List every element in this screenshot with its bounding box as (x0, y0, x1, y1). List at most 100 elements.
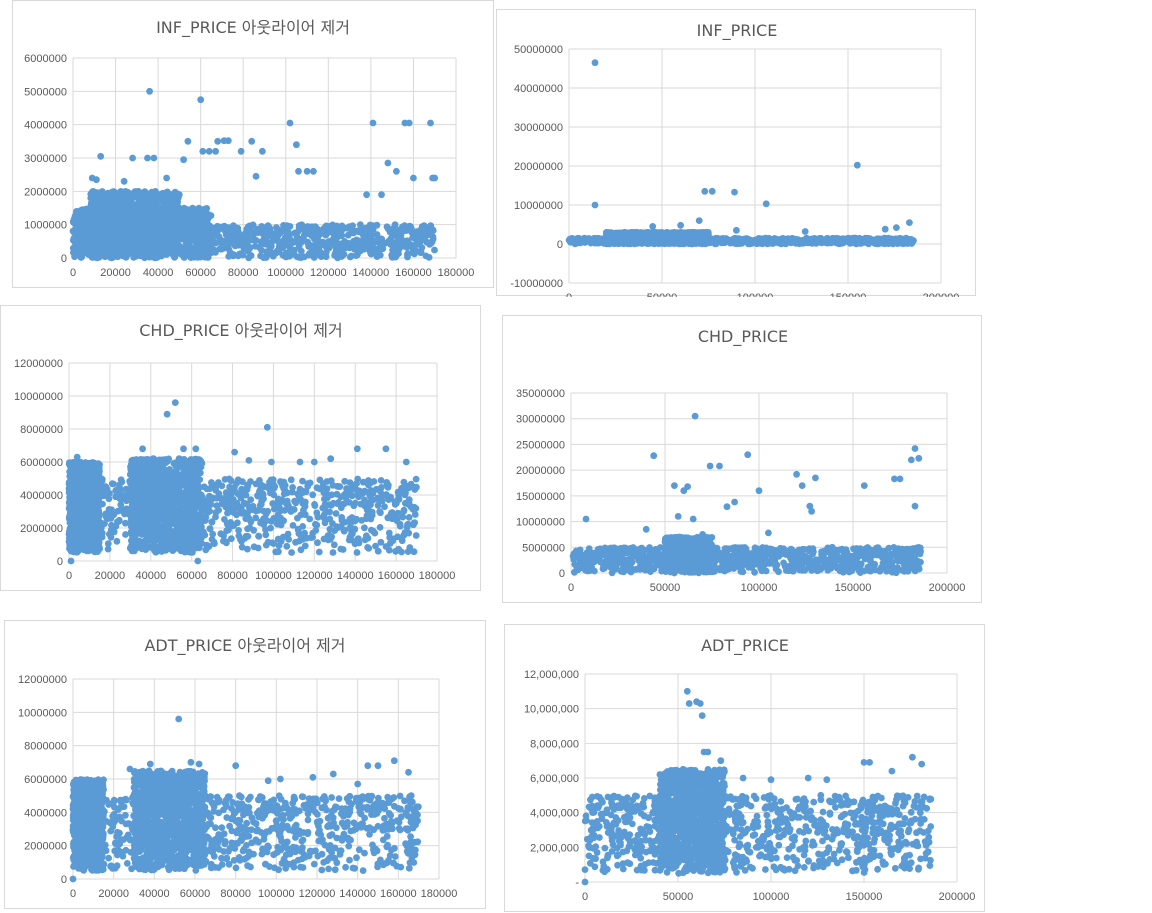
scatter-point (104, 251, 111, 258)
scatter-point (284, 222, 291, 229)
scatter-point (232, 243, 239, 250)
scatter-point (183, 248, 190, 255)
x-tick-label: 50000 (647, 292, 678, 297)
scatter-point (153, 213, 160, 220)
scatter-point (142, 236, 149, 243)
scatter-point (166, 197, 173, 204)
scatter-point (207, 250, 214, 257)
scatter-point (288, 240, 295, 247)
scatter-point (341, 500, 348, 507)
scatter-point (282, 238, 289, 245)
x-tick-label: 120000 (310, 267, 347, 279)
scatter-point (305, 240, 312, 247)
scatter-point-outlier (212, 148, 219, 155)
scatter-point (87, 247, 94, 254)
scatter-point-outlier (97, 153, 104, 160)
scatter-point-outlier (144, 155, 151, 162)
scatter-point (393, 252, 400, 259)
scatter-point (838, 237, 845, 244)
scatter-point (332, 223, 339, 230)
scatter-point (174, 200, 181, 207)
scatter-point (331, 542, 338, 549)
scatter-point (141, 215, 148, 222)
x-tick-label: 180000 (438, 267, 475, 279)
scatter-point-outlier (304, 168, 311, 175)
scatter-point (325, 243, 332, 250)
scatter-point (236, 251, 243, 258)
scatter-point (73, 236, 80, 243)
scatter-point (304, 223, 311, 230)
x-tick-label: 0 (66, 570, 72, 582)
y-tick-label: 20000000 (514, 161, 563, 173)
scatter-point (367, 249, 374, 256)
x-tick-label: 60000 (185, 267, 216, 279)
scatter-point (231, 224, 238, 231)
scatter-point (313, 509, 320, 516)
y-tick-label: 10000000 (14, 391, 63, 403)
scatter-point-outlier (731, 189, 738, 196)
scatter-point (334, 234, 341, 241)
scatter-point (384, 223, 391, 230)
scatter-point (274, 248, 281, 255)
scatter-point (156, 242, 163, 249)
scatter-point (291, 247, 298, 254)
scatter-point (174, 190, 181, 197)
scatter-point-outlier (93, 176, 100, 183)
scatter-point (96, 228, 103, 235)
scatter-point (314, 227, 321, 234)
scatter-point-outlier (199, 148, 206, 155)
scatter-point-outlier (592, 202, 599, 209)
scatter-point (417, 249, 424, 256)
scatter-point (381, 503, 388, 510)
scatter-point (155, 195, 162, 202)
scatter-point-outlier (701, 188, 708, 195)
scatter-point (369, 222, 376, 229)
scatter-point (78, 217, 85, 224)
y-tick-label: -10000000 (510, 278, 563, 290)
scatter-point-outlier (163, 175, 170, 182)
scatter-point (124, 190, 131, 197)
scatter-point (788, 239, 795, 246)
scatter-point (359, 239, 366, 246)
scatter-point (163, 230, 170, 237)
scatter-point (163, 191, 170, 198)
scatter-point (305, 230, 312, 237)
scatter-point (101, 204, 108, 211)
x-tick-label: 140000 (337, 570, 374, 582)
scatter-point (267, 525, 274, 532)
scatter-point (333, 510, 340, 517)
scatter-point-outlier (893, 224, 900, 231)
scatter-point (115, 246, 122, 253)
scatter-points (66, 399, 420, 564)
scatter-point (728, 237, 735, 244)
scatter-point (335, 253, 342, 260)
scatter-point (903, 238, 910, 245)
scatter-point (273, 224, 280, 231)
scatter-point (123, 254, 130, 261)
scatter-point (90, 217, 97, 224)
scatter-point (261, 240, 268, 247)
scatter-point (382, 240, 389, 247)
scatter-point (666, 237, 673, 244)
scatter-point (764, 237, 771, 244)
scatter-point (118, 220, 125, 227)
scatter-point (295, 228, 302, 235)
scatter-point-outlier (146, 88, 153, 95)
scatter-point-outlier (259, 148, 266, 155)
y-tick-label: 12000000 (14, 358, 63, 370)
scatter-point-outlier (151, 155, 158, 162)
scatter-point (413, 236, 420, 243)
scatter-point (138, 207, 145, 214)
scatter-point-outlier (310, 168, 317, 175)
scatter-point (139, 230, 146, 237)
scatter-point (157, 206, 164, 213)
x-tick-label: 20000 (95, 570, 126, 582)
scatter-point (91, 233, 98, 240)
scatter-point (637, 231, 644, 238)
scatter-point (207, 241, 214, 248)
y-tick-label: 50000000 (514, 44, 563, 56)
scatter-point (756, 238, 763, 245)
scatter-point (374, 237, 381, 244)
